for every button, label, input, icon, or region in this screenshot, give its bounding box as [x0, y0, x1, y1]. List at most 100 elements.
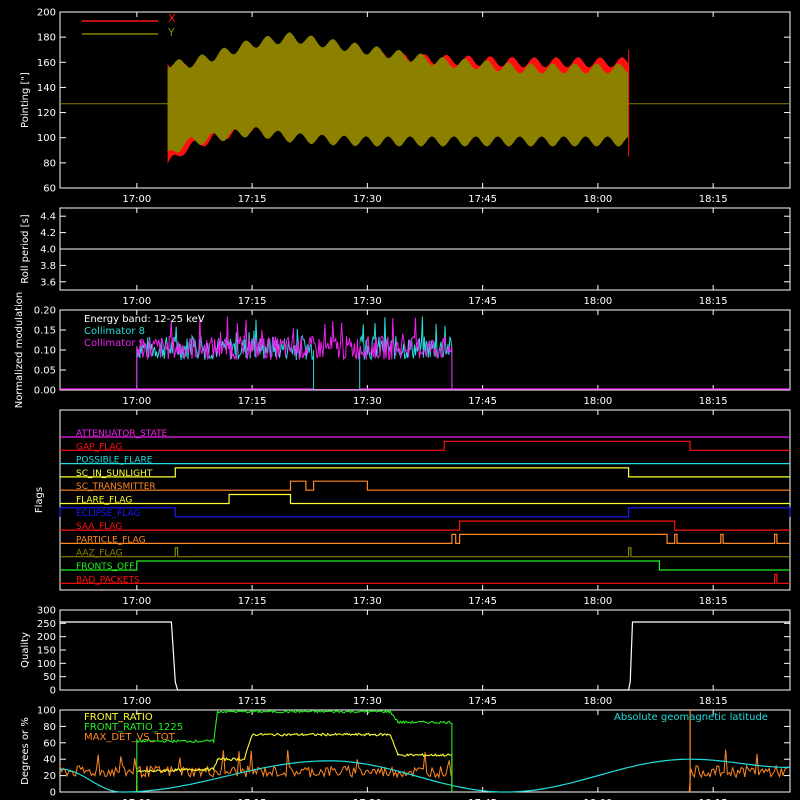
flag-trace: [60, 520, 790, 531]
y-tick-label: 200: [37, 8, 56, 19]
x-tick-label: 17:45: [468, 798, 497, 800]
x-tick-label: 17:15: [238, 396, 267, 407]
y-tick-label: 180: [37, 33, 56, 44]
x-tick-label: 18:15: [699, 396, 728, 407]
y-tick-label: 4.2: [40, 228, 56, 239]
y-tick-label: 3.6: [40, 277, 56, 288]
x-tick-label: 17:30: [353, 696, 382, 707]
y-tick-label: 0: [50, 788, 56, 799]
x-tick-label: 18:00: [583, 696, 612, 707]
x-tick-label: 17:15: [238, 696, 267, 707]
ratios-panel: Degrees or % 17:00 17:15 17:30 17:45 18:00 18…: [20, 706, 791, 800]
flag-label: AAZ_FLAG: [76, 549, 123, 559]
y-tick-label: 300: [37, 606, 56, 617]
x-tick-label: 17:45: [468, 696, 497, 707]
pointing-panel: Pointing ["] 17:00 17:15 17:30 17:45 18:00 18…: [20, 8, 791, 205]
legend-geomagnetic-latitude: Absolute geomagnetic latitude: [614, 712, 768, 723]
y-tick-label: 4.4: [40, 212, 56, 223]
y-tick-label: 20: [43, 771, 56, 782]
y-tick-label: 50: [43, 672, 56, 683]
y-tick-label: 80: [43, 722, 56, 733]
y-tick-label: 60: [43, 184, 56, 195]
modulation-panel: Normalized modulation 17:00 17:15 17:30 17:…: [14, 292, 791, 409]
x-tick-label: 17:15: [238, 194, 267, 205]
x-tick-label: 18:15: [699, 696, 728, 707]
quality-trace: [60, 621, 790, 691]
flags-marks: 17:00 17:15 17:30 17:45 18:00 18:15 ATTENUATOR…: [59, 410, 791, 607]
x-tick-label: 17:00: [122, 596, 151, 607]
legend-x-label: X: [168, 12, 176, 25]
x-tick-label: 18:00: [583, 596, 612, 607]
y-tick-label: 80: [43, 158, 56, 169]
flag-label: SC_TRANSMITTER: [76, 482, 156, 492]
flag-label: PARTICLE_FLAG: [76, 535, 146, 545]
y-tick-label: 160: [37, 58, 56, 69]
pointing-axes-frame: [59, 11, 791, 189]
flag-trace: [60, 533, 790, 544]
flag-trace: [60, 560, 790, 571]
x-tick-label: 18:00: [583, 798, 612, 800]
x-tick-label: 17:00: [122, 296, 151, 307]
flag-label: GAP_FLAG: [76, 442, 122, 452]
x-tick-label: 17:30: [353, 296, 382, 307]
flag-label: POSSIBLE_FLARE: [76, 456, 153, 466]
roll-ylabel: Roll period [s]: [20, 214, 31, 283]
geomagnetic-latitude-trace: [59, 758, 790, 793]
flag-trace: [60, 467, 790, 478]
x-tick-label: 17:45: [468, 396, 497, 407]
flag-label: ATTENUATOR_STATE: [76, 429, 168, 439]
x-tick-label: 18:15: [699, 798, 728, 800]
y-tick-label: 0.05: [34, 366, 56, 377]
pointing-marks: 17:00 17:15 17:30 17:45 18:00 18:15 60 80 100 120…: [37, 8, 790, 205]
y-tick-label: 120: [37, 108, 56, 119]
legend-collimator-8: Collimator 8: [84, 326, 145, 337]
flags-ylabel: Flags: [34, 487, 45, 513]
x-tick-label: 17:30: [353, 194, 382, 205]
x-tick-label: 17:45: [468, 596, 497, 607]
x-tick-label: 17:15: [238, 798, 267, 800]
roll-marks: 17:00 17:15 17:30 17:45 18:00 18:15 3.6 3.8 4.0 4…: [40, 208, 790, 307]
legend-max-det-vs-tot: MAX_DET_VS_TOT: [84, 732, 176, 743]
flag-label: SAA_FLAG: [76, 522, 122, 532]
flag-trace: [60, 547, 790, 558]
x-tick-label: 17:00: [122, 696, 151, 707]
x-tick-label: 17:30: [353, 396, 382, 407]
flag-label: ECLIPSE_FLAG: [76, 509, 140, 519]
y-tick-label: 0.15: [34, 326, 56, 337]
pointing-legend: X Y: [82, 12, 176, 39]
x-tick-label: 17:45: [468, 194, 497, 205]
y-tick-label: 100: [37, 659, 56, 670]
x-tick-label: 17:15: [238, 296, 267, 307]
pointing-ylabel: Pointing ["]: [20, 72, 31, 128]
legend-front-ratio: FRONT_RATIO: [84, 712, 153, 723]
y-tick-label: 0: [50, 686, 56, 697]
flags-axes-frame: [59, 409, 791, 591]
front-ratio-1225-trace: [136, 709, 453, 792]
y-tick-label: 100: [37, 706, 56, 717]
y-tick-label: 40: [43, 755, 56, 766]
x-tick-label: 17:15: [238, 596, 267, 607]
max-det-vs-tot-trace: [59, 749, 791, 793]
front-ratio-trace: [136, 732, 453, 792]
y-tick-label: 0.00: [34, 386, 56, 397]
ratios-ylabel: Degrees or %: [20, 717, 31, 785]
x-tick-label: 18:15: [699, 296, 728, 307]
quality-panel: Quality 17:00 17:15 17:30 17:45 18:00 18:15 0 5…: [20, 606, 791, 707]
y-tick-label: 250: [37, 619, 56, 630]
legend-y-label: Y: [167, 26, 175, 39]
pointing-band-y: [167, 32, 629, 153]
modulation-ylabel: Normalized modulation: [14, 292, 25, 409]
flag-label: FLARE_FLAG: [76, 496, 132, 506]
quality-ylabel: Quality: [20, 632, 31, 668]
modulation-trace-c9: [136, 316, 453, 390]
y-tick-label: 0.20: [34, 306, 56, 317]
x-tick-label: 17:00: [122, 798, 151, 800]
ratios-axes-frame: [59, 709, 791, 793]
quality-marks: 17:00 17:15 17:30 17:45 18:00 18:15 0 50 100 150 2…: [37, 606, 790, 707]
legend-collimator-9: Collimator 9: [84, 338, 145, 349]
y-tick-label: 100: [37, 133, 56, 144]
energy-band-annotation: Energy band: 12-25 keV: [84, 314, 205, 325]
flag-label: BAD_PACKETS: [76, 575, 140, 585]
x-tick-label: 17:00: [122, 396, 151, 407]
